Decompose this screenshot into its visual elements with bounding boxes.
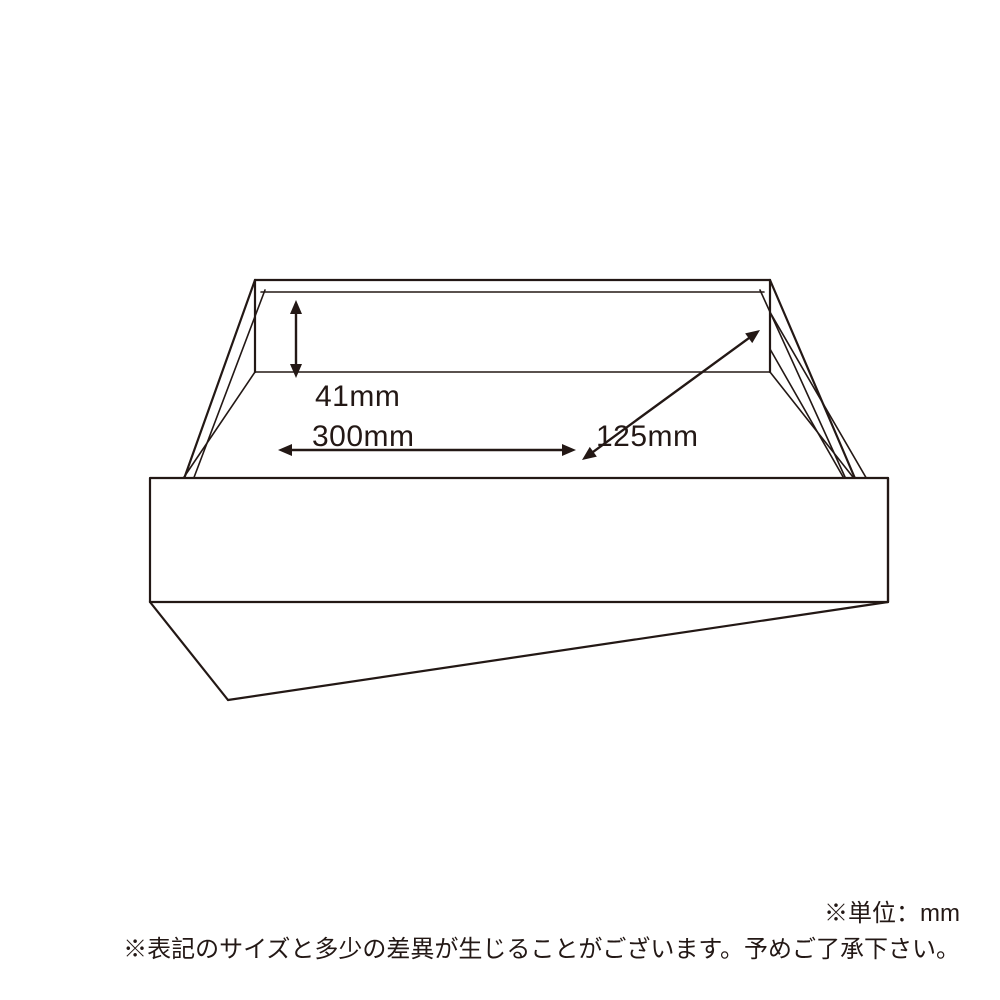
footnote-unit: ※単位：mm: [123, 896, 960, 932]
diagram-stage: 41mm 300mm 125mm ※単位：mm ※表記のサイズと多少の差異が生じ…: [0, 0, 1000, 1000]
footnote-tolerance: ※表記のサイズと多少の差異が生じることがございます。予めご了承下さい。: [123, 932, 960, 968]
dimension-label-height: 41mm: [315, 380, 400, 414]
drawer-line-drawing: [0, 0, 1000, 1000]
footnote-block: ※単位：mm ※表記のサイズと多少の差異が生じることがございます。予めご了承下さ…: [123, 896, 960, 968]
dimension-label-depth: 125mm: [596, 420, 699, 454]
dimension-label-width: 300mm: [312, 420, 415, 454]
